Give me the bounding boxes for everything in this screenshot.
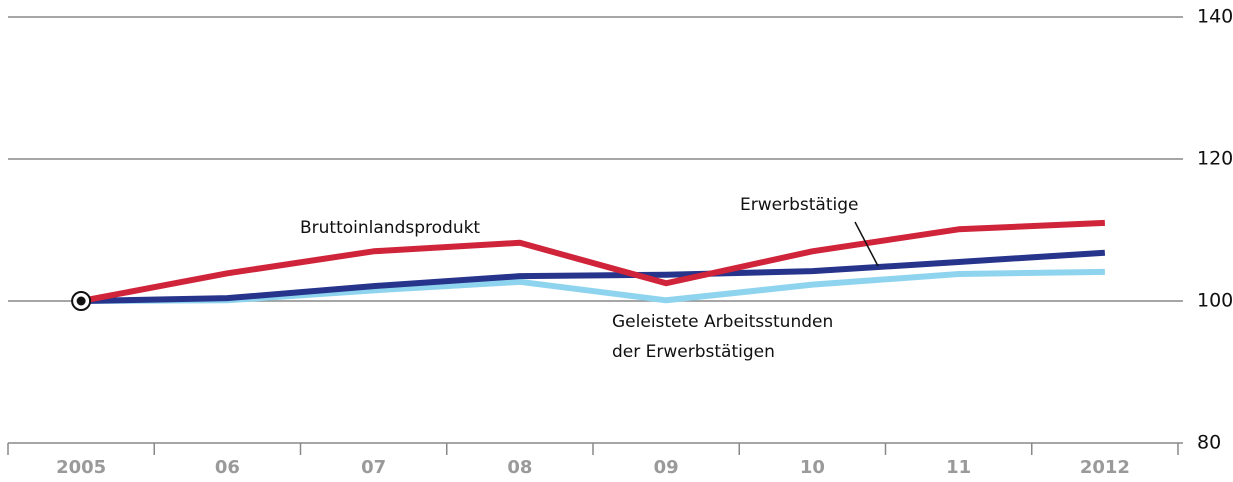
x-tick-label: 06 <box>215 457 240 478</box>
x-tick-label: 07 <box>361 457 386 478</box>
annotation: der Erwerbstätigen <box>612 342 775 362</box>
annotation: Bruttoinlandsprodukt <box>300 218 480 238</box>
x-tick-label: 10 <box>800 457 825 478</box>
x-tick-label: 08 <box>507 457 532 478</box>
y-tick-label: 140 <box>1197 6 1233 28</box>
y-tick-label: 100 <box>1197 290 1233 312</box>
x-tick-label: 2005 <box>56 457 106 478</box>
x-tick-label: 09 <box>654 457 679 478</box>
series-line <box>81 249 1106 304</box>
y-tick-label: 120 <box>1197 148 1233 170</box>
series-line <box>80 219 1106 304</box>
leader-line <box>854 221 879 267</box>
base-marker-dot <box>76 296 86 306</box>
y-tick-label: 80 <box>1197 432 1221 454</box>
x-tick-label: 2012 <box>1080 457 1130 478</box>
annotation: Erwerbstätige <box>740 195 858 215</box>
annotation: Geleistete Arbeitsstunden <box>612 312 833 332</box>
x-tick-label: 11 <box>946 457 971 478</box>
